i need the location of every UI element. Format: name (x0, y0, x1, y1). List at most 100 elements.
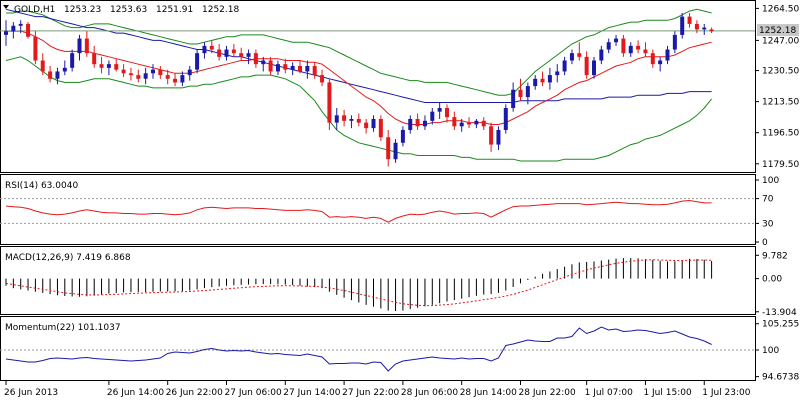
candle-body (702, 27, 707, 30)
candle-body (694, 23, 699, 30)
candle-body (577, 53, 582, 57)
candle (114, 58, 119, 72)
price-pane-frame (0, 0, 756, 173)
candle-body (386, 137, 391, 160)
candle (290, 62, 295, 76)
candle-body (452, 117, 457, 127)
candle-body (136, 75, 141, 79)
candle (533, 75, 538, 90)
candle (246, 49, 251, 65)
candle-body (378, 118, 383, 138)
candle (555, 64, 560, 83)
candle (327, 78, 332, 130)
candle (672, 31, 677, 54)
candle-body (158, 69, 163, 76)
candle (393, 139, 398, 163)
candle-body (195, 53, 200, 70)
candle (305, 60, 310, 79)
candle-body (224, 49, 229, 57)
candle-body (665, 49, 670, 61)
price-header-close: 1252.18 (202, 5, 239, 15)
candle-body (547, 75, 552, 83)
candle (239, 47, 244, 61)
indicator-dropdown-icon[interactable] (3, 5, 9, 9)
candle-body (459, 122, 464, 127)
candle-body (92, 53, 97, 65)
candle (378, 115, 383, 141)
candle (665, 45, 670, 65)
candle-body (584, 56, 589, 76)
candle (643, 42, 648, 57)
candle (253, 49, 258, 68)
price-axis-tick-label: 1213.50 (762, 98, 799, 108)
candle-body (55, 71, 60, 79)
candle (577, 42, 582, 61)
candle-body (114, 64, 119, 70)
candle (202, 42, 207, 59)
macd-pane[interactable]: MACD(12,26,9) 7.419 6.868 9.782 0.00 -13.9… (0, 246, 798, 318)
macd-axis-tick-label: 0.00 (762, 275, 782, 285)
candle (400, 126, 405, 147)
candle-body (445, 108, 449, 118)
candle-body (709, 29, 714, 32)
candle-body (540, 78, 545, 83)
candle-body (253, 53, 258, 65)
candle (628, 42, 633, 57)
candle (621, 34, 626, 57)
candle-body (202, 45, 207, 54)
candle (540, 71, 545, 87)
candle (386, 129, 391, 167)
candle-body (430, 111, 435, 121)
candle (298, 60, 302, 74)
candle (4, 20, 8, 46)
candle-body (268, 60, 273, 72)
candle (143, 67, 148, 85)
time-axis-label: 1 Jul 15:00 (643, 388, 692, 398)
candle-body (415, 118, 420, 127)
candle-body (151, 69, 155, 74)
candle-body (320, 75, 325, 83)
candle (599, 45, 604, 65)
candle-body (650, 53, 655, 65)
candle (503, 104, 508, 134)
candle (614, 34, 619, 46)
momentum-pane[interactable]: Momentum(22) 101.1037 105.255 100 94.6738 (0, 316, 799, 383)
momentum-axis-tick-label: 94.6738 (762, 373, 799, 383)
candle (709, 27, 714, 34)
candle-body (533, 78, 538, 87)
candle (569, 49, 574, 65)
time-axis-label: 28 Jun 06:00 (401, 388, 458, 398)
time-axis-label: 27 Jun 22:00 (342, 388, 399, 398)
rsi-line (5, 199, 712, 223)
candle-body (217, 49, 222, 57)
rsi-header: RSI(14) 63.0040 (5, 181, 78, 191)
candle (158, 65, 163, 79)
bollinger-lower-line (5, 56, 712, 162)
candle (173, 73, 178, 87)
candle-body (334, 115, 339, 123)
candle (92, 45, 97, 68)
candle-body (364, 122, 369, 129)
candle-body (40, 60, 45, 72)
candle-body (467, 122, 472, 125)
candle-body (489, 126, 494, 145)
rsi-pane[interactable]: RSI(14) 63.0040 100 70 30 0 (0, 174, 779, 249)
time-axis-label: 26 Jun 2013 (4, 388, 58, 398)
candle-body (680, 16, 685, 35)
candle (452, 111, 457, 130)
candle (334, 108, 339, 130)
candle (40, 53, 45, 76)
price-pane[interactable]: GOLD,H1 1253.23 1253.63 1251.91 1252.18 … (0, 0, 799, 173)
time-axis-label: 26 Jun 22:00 (166, 388, 223, 398)
candle-body (231, 49, 236, 54)
candle (195, 49, 200, 74)
candle-body (342, 115, 347, 121)
candle (525, 82, 530, 105)
candle (547, 67, 552, 90)
candle-body (643, 49, 648, 54)
candle (106, 60, 111, 76)
candle (496, 126, 501, 151)
candle-body (128, 73, 133, 76)
